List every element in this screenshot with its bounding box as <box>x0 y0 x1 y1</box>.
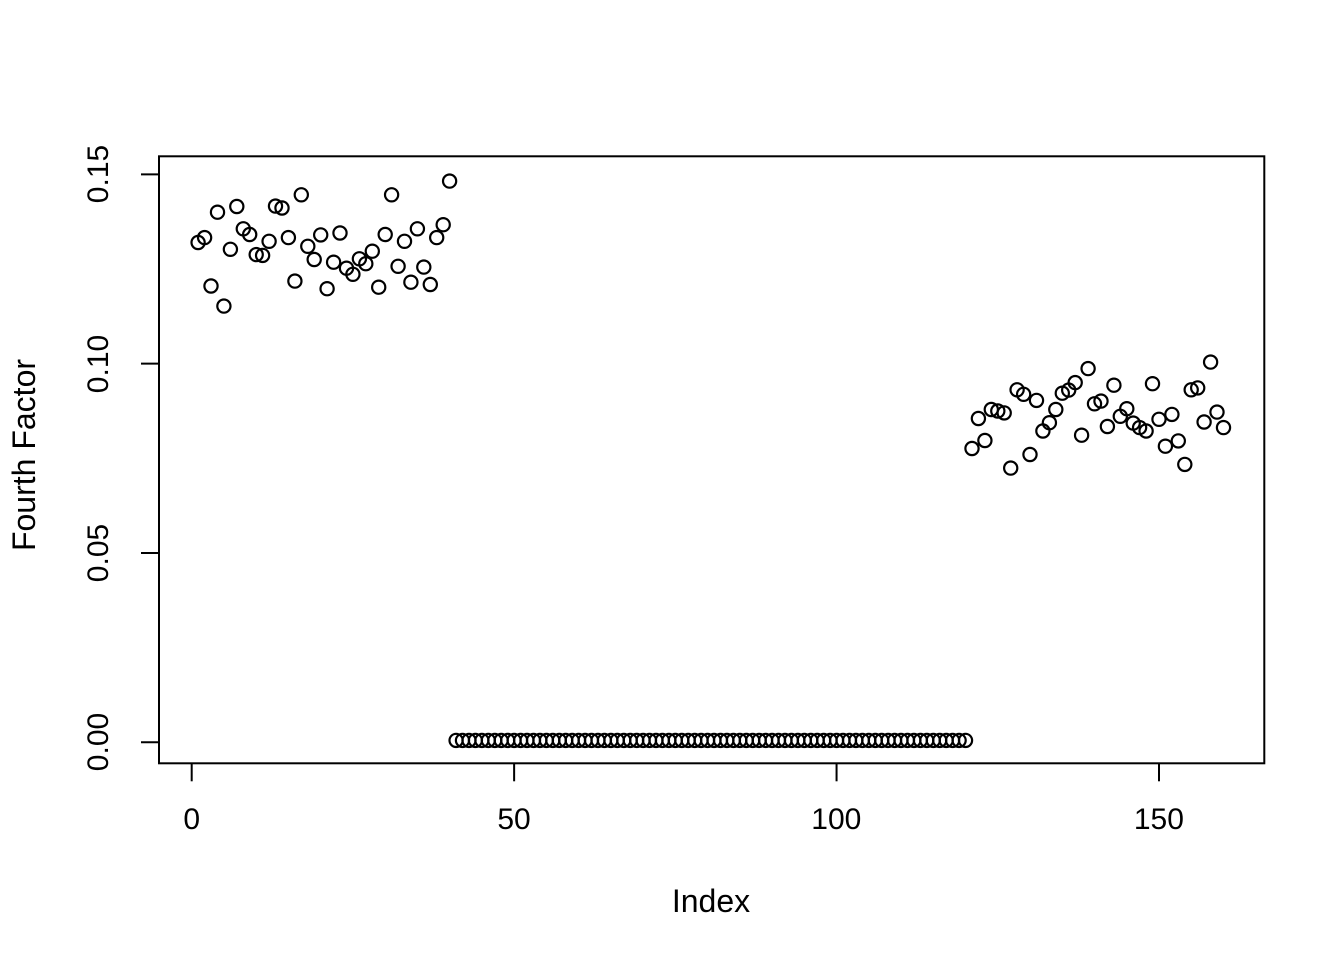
data-point <box>1022 446 1038 463</box>
data-point <box>1099 418 1116 435</box>
data-point <box>1170 433 1187 449</box>
data-point <box>1041 415 1058 431</box>
data-point <box>409 221 426 237</box>
data-point <box>1015 386 1032 402</box>
data-point <box>1196 414 1212 430</box>
data-point <box>403 274 419 290</box>
data-point <box>1183 382 1199 398</box>
data-point <box>267 198 284 214</box>
data-point <box>1119 401 1135 417</box>
y-tick-label-0.10: 0.10 <box>82 334 115 393</box>
data-point <box>319 281 335 297</box>
data-point <box>358 256 374 272</box>
data-point <box>390 258 406 274</box>
data-point <box>1048 401 1064 418</box>
data-point <box>377 226 393 243</box>
data-point <box>396 233 413 249</box>
data-point <box>951 732 967 749</box>
data-point <box>364 243 380 259</box>
data-point <box>422 276 438 293</box>
data-point <box>1093 393 1109 409</box>
data-point <box>1157 438 1174 454</box>
data-point <box>241 226 258 243</box>
data-point <box>435 216 451 233</box>
data-point <box>1189 380 1206 396</box>
data-point <box>977 432 993 449</box>
data-point <box>345 266 361 282</box>
data-point <box>300 238 316 254</box>
y-tick-label-0.05: 0.05 <box>82 523 115 583</box>
data-point <box>229 198 245 215</box>
data-point <box>964 440 980 457</box>
data-point <box>416 259 432 275</box>
data-point <box>203 278 219 294</box>
data-point <box>383 187 400 203</box>
data-point <box>1215 419 1232 436</box>
x-tick-label-150: 150 <box>1133 803 1184 836</box>
data-point <box>1144 376 1161 392</box>
data-point <box>313 227 329 243</box>
data-point <box>222 241 239 257</box>
data-point <box>957 732 974 749</box>
x-axis-title: Index <box>671 883 751 919</box>
data-point <box>196 229 213 246</box>
data-point <box>332 225 348 241</box>
x-tick-label-100: 100 <box>811 803 862 836</box>
data-point <box>1003 460 1019 476</box>
data-point <box>1209 404 1225 420</box>
y-axis-title: Fourth Factor <box>6 358 42 552</box>
data-point <box>248 246 264 263</box>
data-point <box>1067 374 1083 391</box>
data-point <box>1028 392 1045 409</box>
data-point <box>1151 411 1167 427</box>
plot-box <box>158 155 1266 765</box>
data-point <box>1106 377 1122 393</box>
data-point <box>1177 456 1193 473</box>
data-point <box>216 298 232 314</box>
data-point <box>325 254 342 270</box>
data-point <box>306 251 322 268</box>
data-point <box>293 187 309 203</box>
data-point <box>996 405 1012 421</box>
data-point <box>429 229 445 246</box>
data-point <box>261 233 277 249</box>
data-point <box>970 410 987 427</box>
data-point <box>441 173 458 189</box>
data-point <box>990 403 1006 419</box>
data-point <box>209 204 226 220</box>
data-point <box>371 279 387 295</box>
data-point <box>1080 360 1096 377</box>
data-point <box>287 273 303 289</box>
data-point <box>280 229 297 246</box>
data-point <box>254 247 271 264</box>
x-tick-label-0: 0 <box>183 803 201 836</box>
y-tick-label-0.00: 0.00 <box>82 713 115 772</box>
data-point <box>1202 354 1219 370</box>
data-point <box>1164 406 1180 423</box>
data-point <box>274 200 290 216</box>
x-tick-label-50: 50 <box>497 803 531 836</box>
data-point <box>1138 423 1154 439</box>
y-tick-label-0.15: 0.15 <box>82 145 115 204</box>
data-point <box>1073 427 1090 443</box>
